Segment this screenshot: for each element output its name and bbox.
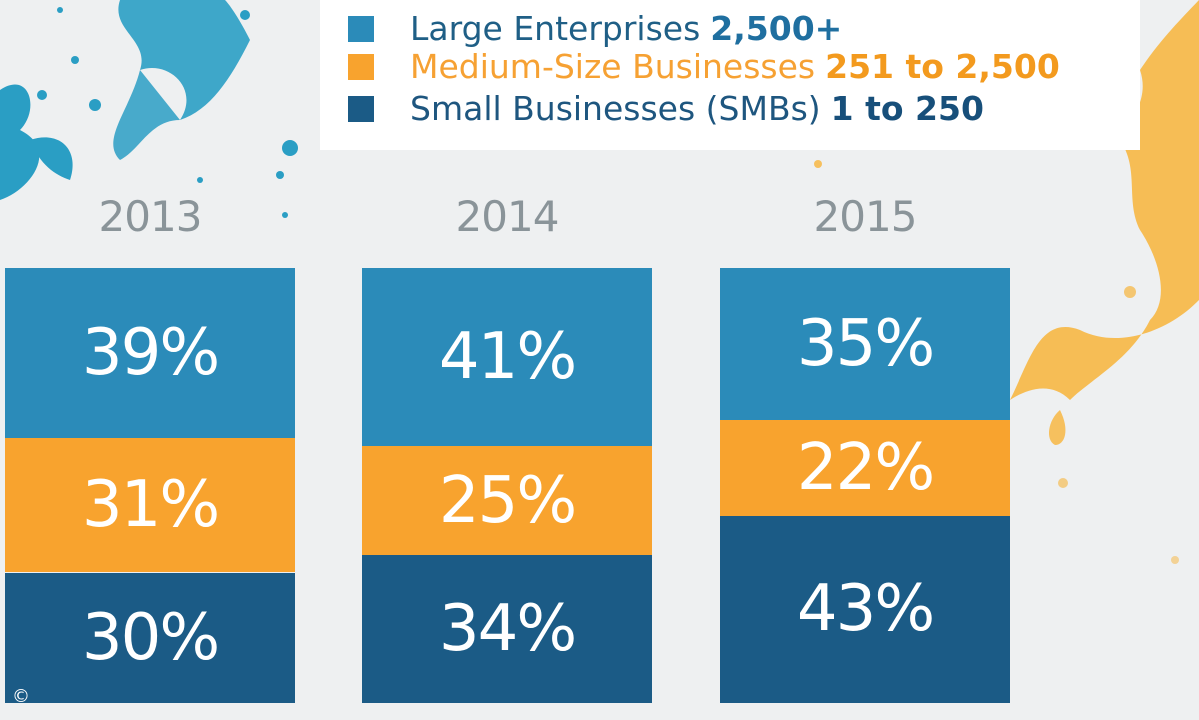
legend-item-small: Small Businesses (SMBs) 1 to 250 <box>348 92 984 125</box>
data-label-2015-medium: 22% <box>796 431 935 506</box>
data-label-2014-large: 41% <box>438 320 577 395</box>
bar-segment-2013-large: 39% <box>5 268 295 438</box>
data-label-2013-small: 30% <box>81 600 220 675</box>
copyright-mark: © <box>12 686 30 707</box>
year-label-2014: 2014 <box>455 192 560 241</box>
legend-name-small: Small Businesses (SMBs) <box>410 89 821 128</box>
bar-segment-2015-small: 43% <box>720 515 1010 703</box>
legend-range-large: 2,500+ <box>710 9 843 48</box>
data-label-2013-large: 39% <box>81 315 220 390</box>
year-label-2013: 2013 <box>98 192 203 241</box>
legend-range-small: 1 to 250 <box>830 89 984 128</box>
bar-segment-2013-medium: 31% <box>5 437 295 573</box>
bar-segment-2014-small: 34% <box>362 555 652 703</box>
data-label-2015-small: 43% <box>796 572 935 647</box>
bar-segment-2013-small: 30% <box>5 572 295 703</box>
data-label-2014-small: 34% <box>438 592 577 667</box>
data-label-2014-medium: 25% <box>438 463 577 538</box>
legend-name-medium: Medium-Size Businesses <box>410 47 816 86</box>
legend: Large Enterprises 2,500+ Medium-Size Bus… <box>320 0 1140 150</box>
legend-swatch-small <box>348 95 374 122</box>
legend-swatch-large <box>348 15 374 42</box>
legend-item-large: Large Enterprises 2,500+ <box>348 12 842 45</box>
legend-swatch-medium <box>348 53 374 80</box>
bar-segment-2014-large: 41% <box>362 268 652 447</box>
bar-segment-2015-medium: 22% <box>720 420 1010 516</box>
legend-name-large: Large Enterprises <box>410 9 701 48</box>
blue-splash-icon <box>0 0 298 218</box>
bar-segment-2014-medium: 25% <box>362 446 652 556</box>
legend-range-medium: 251 to 2,500 <box>825 47 1060 86</box>
legend-item-medium: Medium-Size Businesses 251 to 2,500 <box>348 50 1060 83</box>
bar-segment-2015-large: 35% <box>720 268 1010 421</box>
data-label-2013-medium: 31% <box>81 468 220 543</box>
year-label-2015: 2015 <box>813 192 918 241</box>
data-label-2015-large: 35% <box>796 307 935 382</box>
